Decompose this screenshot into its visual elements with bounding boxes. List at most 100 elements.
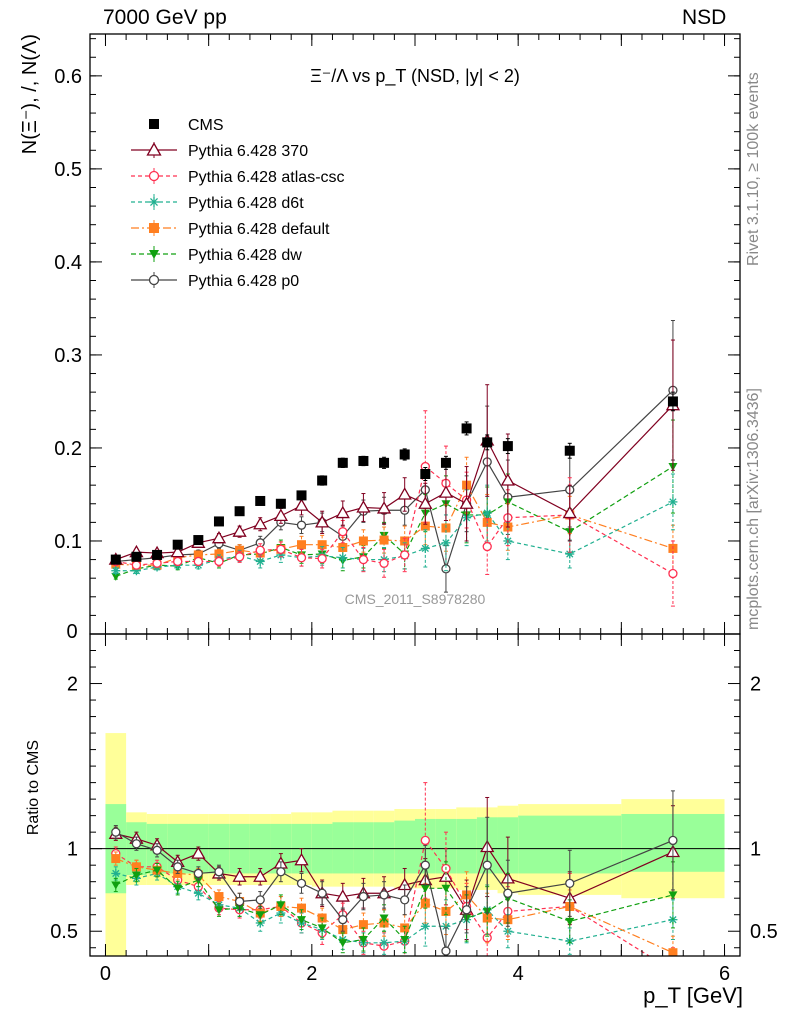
- data-point: [193, 888, 203, 898]
- data-point: [461, 423, 472, 434]
- data-point: [440, 457, 451, 468]
- data-point: [111, 566, 121, 576]
- series-pythia-6-428-p0: [111, 790, 678, 956]
- data-point: [420, 860, 430, 870]
- data-point: [110, 554, 121, 565]
- data-point: [193, 556, 203, 567]
- data-point: [668, 948, 678, 956]
- star-stroke: [112, 567, 120, 575]
- series-line: [115, 389, 674, 572]
- data-point: [441, 946, 451, 956]
- data-point: [296, 878, 307, 888]
- data-point: [482, 541, 492, 552]
- data-point: [335, 889, 350, 902]
- data-point: [564, 445, 575, 456]
- data-point: [420, 835, 430, 846]
- data-point: [214, 549, 224, 559]
- data-point: [379, 918, 389, 928]
- data-point: [255, 911, 265, 920]
- data-point: [232, 524, 247, 537]
- data-point: [397, 487, 412, 500]
- data-point: [193, 535, 204, 546]
- data-point: [213, 516, 224, 527]
- ratio-frame: [89, 633, 741, 957]
- data-point: [668, 568, 678, 579]
- band-green: [394, 820, 415, 874]
- data-point: [234, 552, 245, 562]
- data-point: [296, 553, 307, 563]
- series-line: [115, 869, 674, 944]
- y-tick-label: 0.1: [54, 531, 82, 553]
- data-point: [420, 884, 430, 893]
- data-point: [379, 535, 389, 545]
- header-right: NSD: [682, 6, 727, 29]
- ratio-y-axis-title: Ratio to CMS: [25, 740, 42, 835]
- legend-label: Pythia 6.428 370: [188, 143, 308, 160]
- data-point: [149, 197, 159, 207]
- data-point: [111, 868, 121, 878]
- legend: [131, 119, 177, 288]
- data-point: [173, 884, 183, 893]
- x-tick-label: 6: [719, 963, 730, 985]
- star-stroke: [421, 922, 429, 930]
- data-point: [338, 939, 348, 948]
- band-green: [456, 818, 477, 874]
- data-point: [420, 469, 431, 479]
- y-tick-label: 0.3: [54, 345, 82, 367]
- data-point: [255, 556, 265, 566]
- data-point: [399, 449, 410, 460]
- legend-label: CMS: [188, 117, 224, 134]
- data-point: [255, 895, 265, 905]
- data-point: [500, 473, 515, 486]
- star-stroke: [194, 889, 202, 897]
- data-point: [131, 839, 142, 849]
- y-axis-title: N(Ξ⁻), /, N(Λ): [19, 34, 41, 154]
- data-point: [337, 457, 348, 468]
- rivet-version-label: Rivet 3.1.10, ≥ 100k events: [745, 72, 762, 266]
- data-point: [173, 862, 183, 872]
- star-stroke: [150, 198, 158, 206]
- data-point: [253, 869, 268, 882]
- series-line: [115, 872, 674, 944]
- data-point: [193, 868, 203, 879]
- data-point: [317, 888, 327, 898]
- data-point: [668, 835, 678, 846]
- data-point: [379, 914, 389, 923]
- data-point: [503, 888, 513, 898]
- series-line: [115, 501, 674, 572]
- data-point: [420, 898, 430, 908]
- data-point: [234, 506, 245, 517]
- data-point: [482, 860, 492, 870]
- band-green: [373, 822, 395, 874]
- data-point: [214, 892, 224, 902]
- ratio-y-tick-label: 0.5: [50, 921, 78, 943]
- data-point: [131, 871, 141, 880]
- legend-label: Pythia 6.428 default: [188, 221, 330, 238]
- data-point: [152, 845, 162, 855]
- data-point: [338, 915, 348, 925]
- ratio-y-tick-label-right: 0.5: [750, 921, 778, 943]
- ratio-y-tick-label: 2: [67, 674, 78, 696]
- data-point: [338, 527, 348, 537]
- data-point: [400, 935, 410, 944]
- star-stroke: [483, 509, 491, 517]
- data-point: [335, 505, 350, 519]
- data-point: [317, 554, 327, 564]
- data-point: [418, 496, 433, 509]
- data-point: [131, 560, 142, 570]
- legend-label: Pythia 6.428 dw: [188, 247, 302, 264]
- legend-label: Pythia 6.428 p0: [188, 273, 299, 290]
- star-stroke: [112, 869, 120, 878]
- data-point: [441, 523, 451, 533]
- data-point: [502, 441, 513, 452]
- data-point: [276, 544, 286, 554]
- data-point: [358, 536, 368, 546]
- data-point: [111, 854, 121, 864]
- series-line: [115, 831, 674, 953]
- data-point: [338, 553, 348, 563]
- data-point: [441, 538, 451, 548]
- x-tick-label: 0: [100, 963, 111, 985]
- star-stroke: [421, 544, 429, 553]
- data-point: [273, 508, 288, 522]
- data-point: [148, 274, 160, 286]
